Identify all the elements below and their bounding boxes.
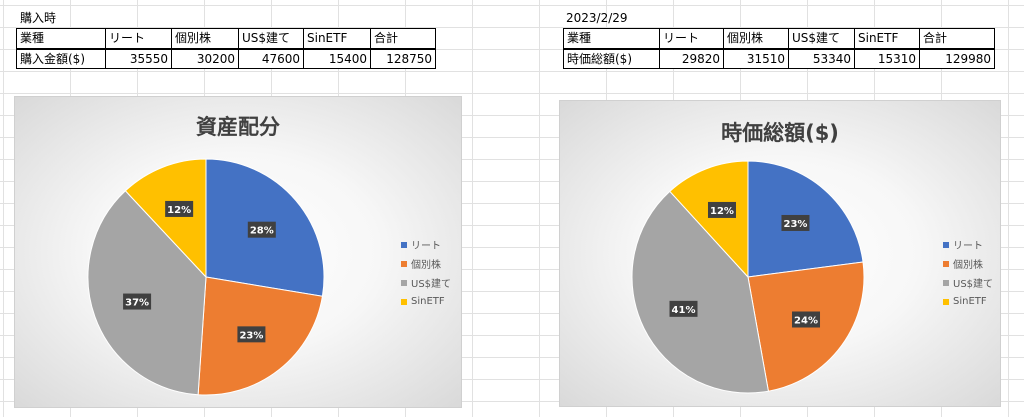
header-cell[interactable]: SinETF (303, 28, 371, 50)
legend-swatch (943, 241, 949, 248)
data-label: 23% (781, 214, 810, 231)
legend-item: US$建て (401, 273, 451, 292)
pie-slice[interactable] (631, 190, 769, 394)
table-header-row: 業種 リート 個別株 US$建て SinETF 合計 (563, 28, 995, 50)
pie-chart-svg: 28% 23% 37% 12% (87, 158, 325, 396)
data-label-box (792, 311, 821, 328)
purchase-table: 業種 リート 個別株 US$建て SinETF 合計 購入金額($) 35550… (16, 28, 436, 69)
legend-label: SinETF (953, 296, 987, 307)
table-row: 購入金額($) 35550 30200 47600 15400 128750 (16, 48, 436, 69)
data-label-box (165, 200, 194, 217)
legend-swatch (401, 279, 407, 286)
legend-item: 個別株 (401, 254, 451, 273)
pie-slice[interactable] (124, 158, 207, 279)
chart-title: 資産配分 (196, 115, 280, 139)
data-label-text: 12% (710, 206, 734, 217)
pie-slice[interactable] (87, 190, 207, 396)
table-header-row: 業種 リート 個別株 US$建て SinETF 合計 (16, 28, 436, 50)
data-label: 28% (247, 221, 276, 238)
row-label-cell[interactable]: 購入金額($) (16, 48, 106, 69)
legend-label: リート (411, 241, 441, 252)
market-value-chart[interactable]: 時価総額($) 23% 24% 41% 12% リート 個別株 US$建て SinET… (559, 100, 1001, 407)
data-label-box (237, 326, 266, 343)
value-cell[interactable]: 31510 (723, 48, 789, 69)
data-label-text: 41% (672, 305, 696, 316)
legend-label: SinETF (411, 296, 445, 307)
data-label: 23% (237, 326, 266, 343)
value-cell[interactable]: 129980 (919, 48, 995, 69)
legend-label: US$建て (411, 279, 452, 290)
legend-swatch (401, 260, 407, 267)
value-cell[interactable]: 15400 (303, 48, 371, 69)
value-cell[interactable]: 35550 (105, 48, 172, 69)
legend-label: US$建て (953, 279, 994, 290)
legend-label: 個別株 (953, 260, 983, 271)
data-label-text: 12% (167, 205, 191, 216)
legend-item: リート (943, 235, 993, 254)
legend-swatch (943, 279, 949, 286)
header-cell[interactable]: 業種 (16, 28, 106, 50)
header-cell[interactable]: 個別株 (723, 28, 789, 50)
header-cell[interactable]: リート (105, 28, 172, 50)
legend-item: SinETF (943, 292, 993, 311)
pie-slice[interactable] (669, 160, 749, 279)
data-label-box (781, 214, 810, 231)
legend-label: 個別株 (411, 260, 441, 271)
header-cell[interactable]: US$建て (788, 28, 855, 50)
value-cell[interactable]: 29820 (659, 48, 724, 69)
header-cell[interactable]: SinETF (854, 28, 920, 50)
row-label-cell[interactable]: 時価総額($) (563, 48, 660, 69)
purchase-label: 購入時 (20, 11, 57, 25)
header-cell[interactable]: 合計 (370, 28, 436, 50)
legend-item: SinETF (401, 292, 451, 311)
data-label-text: 23% (783, 219, 807, 230)
legend-item: US$建て (943, 273, 993, 292)
legend-swatch (943, 260, 949, 267)
header-cell[interactable]: 個別株 (171, 28, 239, 50)
data-label: 37% (123, 293, 152, 310)
chart-legend: リート 個別株 US$建て SinETF (943, 235, 993, 311)
header-cell[interactable]: リート (659, 28, 724, 50)
value-cell[interactable]: 53340 (788, 48, 855, 69)
table-row: 時価総額($) 29820 31510 53340 15310 129980 (563, 48, 995, 69)
value-cell[interactable]: 15310 (854, 48, 920, 69)
header-cell[interactable]: 合計 (919, 28, 995, 50)
value-cell[interactable]: 30200 (171, 48, 239, 69)
pie-chart-svg: 23% 24% 41% 12% (631, 160, 865, 394)
data-label-text: 28% (250, 226, 274, 237)
data-label-box (669, 300, 698, 317)
header-cell[interactable]: 業種 (563, 28, 660, 50)
data-label-box (123, 293, 152, 310)
data-label-box (707, 201, 736, 218)
chart-legend: リート 個別株 US$建て SinETF (401, 235, 451, 311)
asset-allocation-chart[interactable]: 資産配分 28% 23% 37% 12% リート 個別株 US$建て SinETF (14, 96, 462, 408)
data-label-box (247, 221, 276, 238)
value-cell[interactable]: 128750 (370, 48, 436, 69)
data-label: 12% (707, 201, 736, 218)
header-cell[interactable]: US$建て (238, 28, 304, 50)
legend-swatch (943, 298, 949, 305)
data-label: 24% (792, 311, 821, 328)
data-label-text: 37% (125, 298, 149, 309)
data-label: 41% (669, 300, 698, 317)
value-cell[interactable]: 47600 (238, 48, 304, 69)
legend-item: 個別株 (943, 254, 993, 273)
data-label-text: 23% (239, 330, 263, 341)
data-label: 12% (165, 200, 194, 217)
legend-item: リート (401, 235, 451, 254)
date-label: 2023/2/29 (566, 11, 628, 25)
data-label-text: 24% (794, 316, 818, 327)
legend-swatch (401, 298, 407, 305)
market-value-table: 業種 リート 個別株 US$建て SinETF 合計 時価総額($) 29820… (563, 28, 995, 69)
legend-swatch (401, 241, 407, 248)
chart-title: 時価総額($) (721, 121, 839, 145)
legend-label: リート (953, 241, 983, 252)
